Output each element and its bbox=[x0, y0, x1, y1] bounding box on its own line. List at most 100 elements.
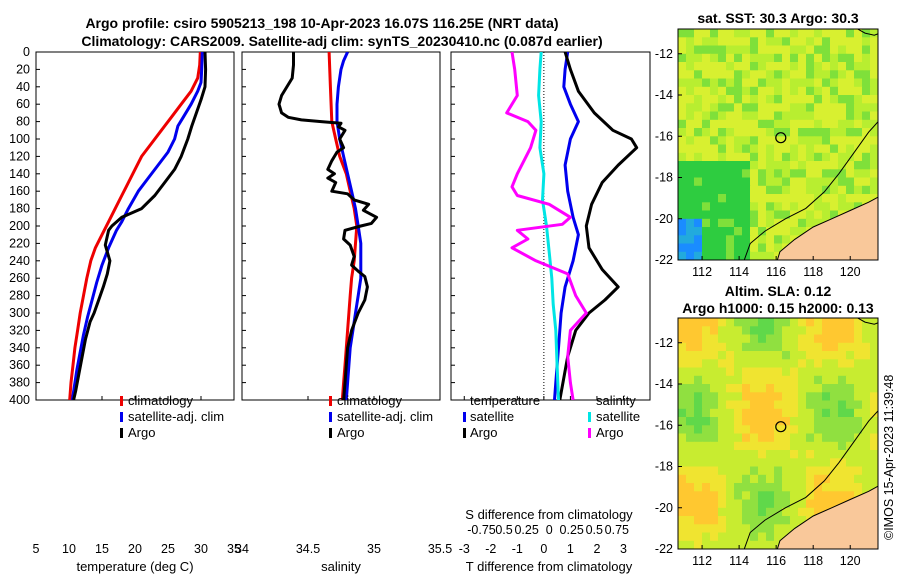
salinity-xlabel: salinity bbox=[321, 559, 361, 574]
map-y-tick-label: -16 bbox=[655, 418, 673, 432]
s-diff-tick-label: -0.75 bbox=[467, 523, 496, 537]
map-cell bbox=[782, 161, 791, 170]
map-cell bbox=[774, 78, 783, 88]
map-cell bbox=[830, 177, 839, 187]
map-cell bbox=[702, 342, 711, 352]
map-cell bbox=[870, 95, 878, 104]
map-cell bbox=[710, 144, 719, 154]
map-cell bbox=[774, 491, 783, 501]
map-cell bbox=[806, 367, 815, 377]
map-cell bbox=[766, 78, 775, 88]
map-cell bbox=[854, 318, 863, 327]
map-cell bbox=[718, 177, 727, 187]
map-cell bbox=[678, 351, 687, 360]
legend-climatology: climatology bbox=[337, 393, 403, 408]
map-cell bbox=[854, 474, 863, 484]
map-cell bbox=[798, 351, 807, 360]
map-cell bbox=[798, 417, 807, 426]
s-diff-label: S difference from climatology bbox=[465, 507, 633, 522]
map-cell bbox=[846, 483, 855, 492]
map-cell bbox=[862, 408, 871, 418]
map-cell bbox=[694, 86, 703, 96]
map-cell bbox=[774, 103, 783, 113]
map-cell bbox=[734, 466, 743, 476]
y-tick-label: 220 bbox=[9, 236, 30, 250]
map-cell bbox=[686, 37, 695, 47]
map-cell bbox=[798, 194, 807, 203]
map-cell bbox=[830, 152, 839, 162]
map-cell bbox=[830, 194, 839, 203]
map-cell bbox=[694, 400, 703, 410]
map-cell bbox=[774, 408, 783, 418]
map-cell bbox=[710, 342, 719, 352]
map-cell bbox=[758, 119, 767, 129]
map-cell bbox=[766, 367, 775, 377]
map-cell bbox=[678, 144, 687, 154]
map-cell bbox=[702, 227, 711, 236]
map-y-tick-label: -14 bbox=[655, 88, 673, 102]
map-cell bbox=[758, 466, 767, 476]
map-cell bbox=[822, 334, 831, 344]
map-cell bbox=[798, 392, 807, 402]
map-cell bbox=[870, 161, 878, 170]
map-cell bbox=[678, 210, 687, 220]
legend-swatch-argo bbox=[329, 428, 332, 438]
map-cell bbox=[702, 202, 711, 212]
map-cell bbox=[678, 499, 687, 509]
profile-lines bbox=[68, 52, 639, 400]
map-cell bbox=[678, 359, 687, 369]
map-cell bbox=[790, 53, 799, 63]
map-cell bbox=[766, 491, 775, 501]
map-cell bbox=[862, 458, 871, 468]
map-cell bbox=[862, 37, 871, 47]
map-cell bbox=[814, 491, 823, 501]
map-cell bbox=[830, 128, 839, 137]
map-cell bbox=[678, 342, 687, 352]
map-cell bbox=[814, 450, 823, 459]
map-cell bbox=[838, 367, 847, 377]
map-cell bbox=[822, 70, 831, 80]
map-cell bbox=[686, 243, 695, 253]
map-y-tick-label: -20 bbox=[655, 212, 673, 226]
map-cell bbox=[758, 53, 767, 63]
map-cell bbox=[766, 136, 775, 146]
map-cell bbox=[814, 425, 823, 435]
map-cell bbox=[774, 152, 783, 162]
map-cell bbox=[710, 524, 719, 534]
map-cell bbox=[854, 53, 863, 63]
map-cell bbox=[702, 37, 711, 47]
map-cell bbox=[702, 53, 711, 63]
map-cell bbox=[862, 78, 871, 88]
map-cell bbox=[790, 210, 799, 220]
map-cell bbox=[806, 194, 815, 203]
map-cell bbox=[742, 243, 751, 253]
map-cell bbox=[686, 185, 695, 195]
map-cell bbox=[766, 218, 775, 228]
map-cell bbox=[758, 62, 767, 71]
map-cell bbox=[846, 29, 855, 38]
map-cell bbox=[774, 185, 783, 195]
x-tick-label: 35 bbox=[227, 542, 241, 556]
map-cell bbox=[846, 425, 855, 435]
map-cell bbox=[702, 70, 711, 80]
map-cell bbox=[782, 483, 791, 492]
map-cell bbox=[710, 375, 719, 385]
map-cell bbox=[686, 425, 695, 435]
map-cell bbox=[774, 177, 783, 187]
map-cell bbox=[822, 326, 831, 336]
map-cell bbox=[854, 29, 863, 38]
map-cell bbox=[734, 408, 743, 418]
map-cell bbox=[782, 144, 791, 154]
map-cell bbox=[766, 144, 775, 154]
map-cell bbox=[686, 516, 695, 525]
map-cell bbox=[718, 103, 727, 113]
map-cell bbox=[710, 318, 719, 327]
map-cell bbox=[686, 251, 695, 260]
map-cell bbox=[806, 45, 815, 55]
map-cell bbox=[846, 400, 855, 410]
map-cell bbox=[822, 152, 831, 162]
map-cell bbox=[806, 392, 815, 402]
map-cell bbox=[830, 119, 839, 129]
map-x-tick-label: 112 bbox=[692, 554, 712, 568]
map-cell bbox=[830, 202, 839, 212]
